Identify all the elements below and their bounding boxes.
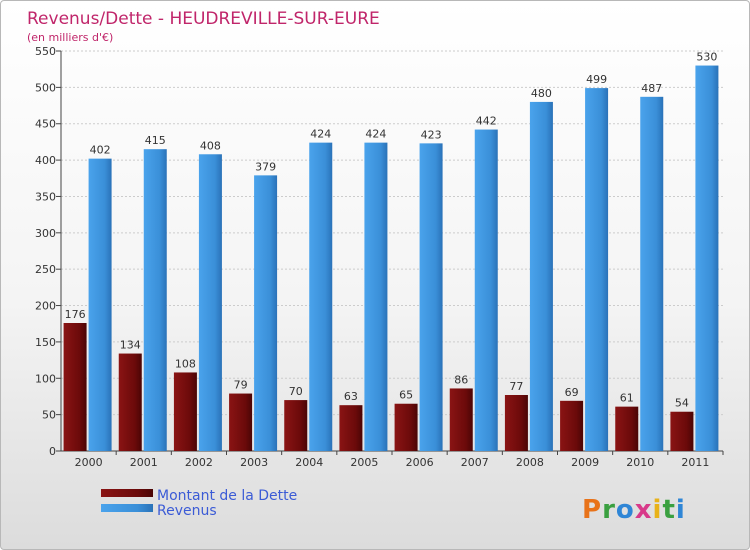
bar-revenus [309,142,333,452]
data-labels: 176 402 134 415 108 408 79 379 70 424 63 424 65 423 86… [65,51,718,410]
x-tick-label: 2011 [681,456,709,469]
bars [63,65,719,452]
y-tick-label: 400 [35,154,56,167]
y-tick-label: 550 [35,45,56,58]
data-label-revenus: 408 [200,139,221,152]
bar-revenus [198,154,222,452]
data-label-revenus: 487 [641,82,662,95]
data-label-dette: 77 [509,380,523,393]
x-tick-label: 2004 [295,456,323,469]
data-label-revenus: 499 [586,73,607,86]
logo-text: Proxiti [582,495,686,525]
data-label-dette: 63 [344,390,358,403]
data-label-revenus: 424 [310,128,331,141]
data-label-revenus: 415 [145,134,166,147]
data-label-revenus: 379 [255,160,276,173]
bar-dette [394,403,418,451]
bar-revenus [640,96,664,452]
data-label-dette: 69 [565,386,579,399]
bar-revenus [585,88,609,451]
bar-revenus [88,158,112,452]
x-tick-label: 2010 [626,456,654,469]
proxiti-logo: Proxiti [582,495,686,525]
chart-subtitle: (en milliers d'€) [27,31,113,44]
x-tick-label: 2007 [461,456,489,469]
bar-revenus [419,143,443,451]
bar-dette [615,406,639,451]
data-label-dette: 86 [454,373,468,386]
data-label-revenus: 442 [476,115,497,128]
data-label-dette: 176 [65,308,86,321]
x-tick-label: 2001 [130,456,158,469]
x-tick-label: 2006 [406,456,434,469]
legend-label-revenus: Revenus [157,503,217,519]
data-label-dette: 61 [620,392,634,405]
legend-swatch-revenus [101,504,153,512]
x-tick-label: 2000 [75,456,103,469]
logo-letter-i2: i [676,495,686,525]
data-label-dette: 108 [175,357,196,370]
data-label-dette: 54 [675,397,689,410]
x-tick-label: 2005 [350,456,378,469]
bar-dette [449,388,473,451]
bar-dette [504,395,528,451]
bar-revenus [364,142,388,452]
y-tick-label: 100 [35,372,56,385]
bar-dette [670,411,694,451]
x-tick-label: 2003 [240,456,268,469]
logo-letter-t: t [662,495,675,525]
data-label-dette: 70 [289,385,303,398]
logo-letter-p: P [582,495,602,525]
logo-letter-i: i [653,495,663,525]
bar-revenus [529,101,553,451]
data-label-dette: 79 [234,379,248,392]
data-label-revenus: 480 [531,87,552,100]
y-tick-label: 300 [35,227,56,240]
x-tick-label: 2009 [571,456,599,469]
y-tick-label: 500 [35,81,56,94]
bar-dette [229,393,253,451]
legend: Montant de la Dette Revenus [101,488,297,519]
x-tick-labels: 2000 2001 2002 2003 2004 2005 2006 2007 2008 2009… [75,456,710,469]
axes [56,50,724,455]
y-tick-label: 200 [35,300,56,313]
logo-letter-r: r [602,495,616,525]
data-label-dette: 65 [399,389,413,402]
legend-swatch-dette [101,489,153,497]
bar-revenus [143,149,167,451]
bar-dette [560,400,584,451]
y-tick-label: 350 [35,190,56,203]
y-tick-label: 250 [35,263,56,276]
logo-letter-o: o [616,495,635,525]
y-tick-labels: 0 50 100 150 200 250 300 350 400 450 500 550 [35,45,56,458]
y-tick-label: 0 [49,445,56,458]
bar-dette [118,353,142,451]
bar-revenus [254,175,278,451]
bar-dette [339,405,363,451]
legend-label-dette: Montant de la Dette [157,488,297,504]
bar-dette [63,323,87,451]
y-tick-label: 450 [35,118,56,131]
bar-dette [173,372,197,451]
x-tick-label: 2008 [516,456,544,469]
logo-letter-x: x [635,495,653,525]
data-label-dette: 134 [120,339,141,352]
data-label-revenus: 424 [365,128,386,141]
x-tick-label: 2002 [185,456,213,469]
y-tick-label: 50 [42,409,56,422]
bar-revenus [695,65,719,451]
data-label-revenus: 402 [90,144,111,157]
chart-title: Revenus/Dette - HEUDREVILLE-SUR-EURE [27,9,380,29]
y-tick-label: 150 [35,336,56,349]
data-label-revenus: 530 [696,51,717,64]
bar-revenus [474,129,498,451]
data-label-revenus: 423 [421,128,442,141]
bar-dette [284,400,308,451]
